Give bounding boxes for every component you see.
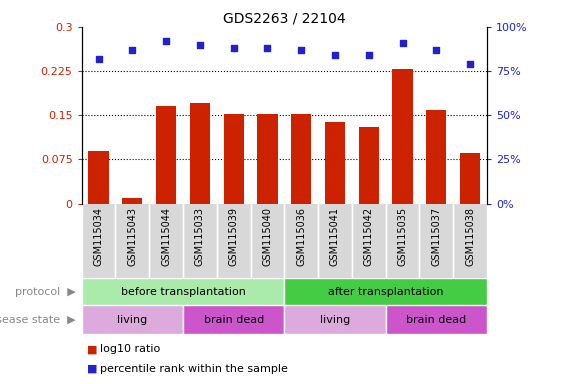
Bar bbox=[82, 278, 284, 305]
Point bbox=[162, 38, 171, 44]
Point bbox=[398, 40, 407, 46]
Bar bbox=[386, 305, 487, 334]
Bar bbox=[359, 127, 379, 204]
Bar bbox=[426, 111, 446, 204]
Text: log10 ratio: log10 ratio bbox=[100, 344, 160, 354]
Point bbox=[297, 47, 306, 53]
Text: GSM115038: GSM115038 bbox=[465, 207, 475, 266]
Point bbox=[466, 61, 475, 67]
Bar bbox=[284, 305, 386, 334]
Bar bbox=[291, 114, 311, 204]
Bar bbox=[190, 103, 210, 204]
Bar bbox=[460, 154, 480, 204]
Text: disease state  ▶: disease state ▶ bbox=[0, 314, 76, 325]
Point bbox=[94, 56, 103, 62]
Text: GSM115037: GSM115037 bbox=[431, 207, 441, 266]
Bar bbox=[183, 305, 284, 334]
Text: protocol  ▶: protocol ▶ bbox=[15, 287, 76, 297]
Bar bbox=[156, 106, 176, 204]
Point bbox=[128, 47, 137, 53]
Title: GDS2263 / 22104: GDS2263 / 22104 bbox=[223, 12, 346, 26]
Text: living: living bbox=[117, 314, 148, 325]
Text: brain dead: brain dead bbox=[203, 314, 264, 325]
Text: before transplantation: before transplantation bbox=[120, 287, 245, 297]
Bar bbox=[122, 198, 142, 204]
Text: GSM115035: GSM115035 bbox=[397, 207, 408, 266]
Text: GSM115043: GSM115043 bbox=[127, 207, 137, 266]
Text: percentile rank within the sample: percentile rank within the sample bbox=[100, 364, 288, 374]
Point bbox=[263, 45, 272, 51]
Text: GSM115042: GSM115042 bbox=[364, 207, 374, 266]
Bar bbox=[392, 69, 413, 204]
Text: GSM115036: GSM115036 bbox=[296, 207, 306, 266]
Text: ■: ■ bbox=[87, 364, 98, 374]
Bar bbox=[82, 305, 183, 334]
Text: GSM115033: GSM115033 bbox=[195, 207, 205, 266]
Text: GSM115041: GSM115041 bbox=[330, 207, 340, 266]
Text: GSM115040: GSM115040 bbox=[262, 207, 272, 266]
Text: GSM115039: GSM115039 bbox=[229, 207, 239, 266]
Bar bbox=[88, 151, 109, 204]
Bar bbox=[325, 122, 345, 204]
Text: ■: ■ bbox=[87, 344, 98, 354]
Point bbox=[229, 45, 238, 51]
Text: after transplantation: after transplantation bbox=[328, 287, 444, 297]
Text: GSM115034: GSM115034 bbox=[93, 207, 104, 266]
Bar bbox=[284, 278, 487, 305]
Point bbox=[195, 41, 204, 48]
Point bbox=[330, 52, 339, 58]
Bar bbox=[224, 114, 244, 204]
Text: brain dead: brain dead bbox=[406, 314, 467, 325]
Point bbox=[432, 47, 441, 53]
Point bbox=[364, 52, 373, 58]
Text: GSM115044: GSM115044 bbox=[161, 207, 171, 266]
Text: living: living bbox=[320, 314, 350, 325]
Bar bbox=[257, 114, 278, 204]
